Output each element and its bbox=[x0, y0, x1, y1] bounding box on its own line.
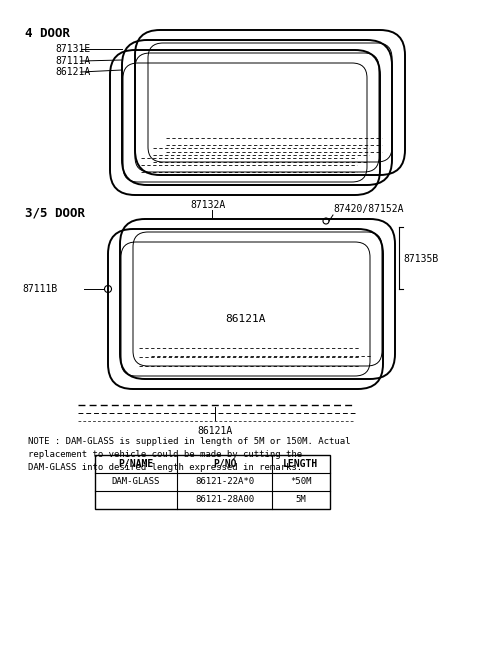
Text: P/NAME: P/NAME bbox=[119, 459, 154, 469]
Text: 87111B: 87111B bbox=[22, 284, 57, 294]
Text: 86121A: 86121A bbox=[197, 426, 233, 436]
Text: 86121-28A00: 86121-28A00 bbox=[195, 495, 254, 505]
Text: 87132A: 87132A bbox=[191, 200, 226, 210]
Text: 3/5 DOOR: 3/5 DOOR bbox=[25, 207, 85, 220]
Text: P/NO: P/NO bbox=[213, 459, 236, 469]
Text: 86121A: 86121A bbox=[225, 314, 265, 324]
Text: 86121-22A*0: 86121-22A*0 bbox=[195, 478, 254, 486]
Text: 4 DOOR: 4 DOOR bbox=[25, 27, 70, 40]
Text: 5M: 5M bbox=[296, 495, 306, 505]
Bar bbox=[95, 455, 330, 509]
Text: 86121A: 86121A bbox=[55, 67, 90, 77]
Text: NOTE : DAM-GLASS is supplied in length of 5M or 150M. Actual
replacement to vehi: NOTE : DAM-GLASS is supplied in length o… bbox=[28, 437, 350, 472]
Text: 87420/87152A: 87420/87152A bbox=[333, 204, 404, 214]
Text: *50M: *50M bbox=[290, 478, 312, 486]
Text: 87111A: 87111A bbox=[55, 56, 90, 66]
Text: 87131E: 87131E bbox=[55, 44, 90, 54]
Text: DAM-GLASS: DAM-GLASS bbox=[112, 478, 160, 486]
Text: 87135B: 87135B bbox=[403, 254, 438, 264]
Text: LENGTH: LENGTH bbox=[283, 459, 319, 469]
